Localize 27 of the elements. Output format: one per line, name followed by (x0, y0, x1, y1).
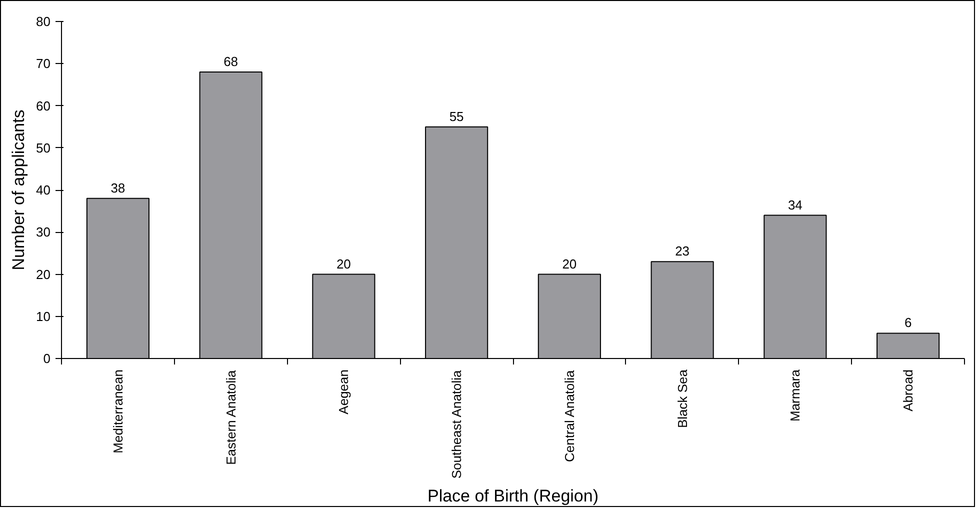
y-tick-label: 60 (36, 98, 51, 114)
data-label: 6 (904, 315, 912, 330)
x-tick-label: Aegean (336, 369, 352, 414)
y-tick-label: 40 (36, 182, 51, 198)
data-label: 68 (224, 54, 238, 70)
x-tick-label: Black Sea (674, 368, 690, 428)
y-tick-label: 50 (36, 140, 51, 156)
y-tick-label: 10 (36, 308, 51, 324)
y-tick-label: 80 (36, 14, 51, 29)
x-axis-title: Place of Birth (Region) (427, 486, 599, 506)
data-label: 20 (562, 256, 577, 272)
x-tick-label: Eastern Anatolia (223, 369, 238, 465)
data-label: 20 (336, 256, 351, 272)
data-label: 23 (675, 244, 690, 259)
data-label: 55 (449, 108, 464, 124)
x-tick-label: Mediterranean (110, 370, 126, 454)
x-tick-label: Central Anatolia (562, 369, 577, 462)
x-tick-label: Southeast Anatolia (449, 369, 464, 479)
x-tick-label: Abroad (900, 370, 916, 412)
data-label: 38 (110, 180, 126, 196)
y-tick-label: 30 (36, 224, 51, 240)
y-tick-label: 70 (36, 56, 51, 72)
y-tick-label: 20 (36, 266, 51, 282)
x-tick-label: Marmara (788, 368, 803, 422)
y-axis-title: Number of applicants (9, 110, 28, 270)
y-tick-label: 0 (43, 351, 51, 366)
data-label: 34 (788, 197, 802, 212)
